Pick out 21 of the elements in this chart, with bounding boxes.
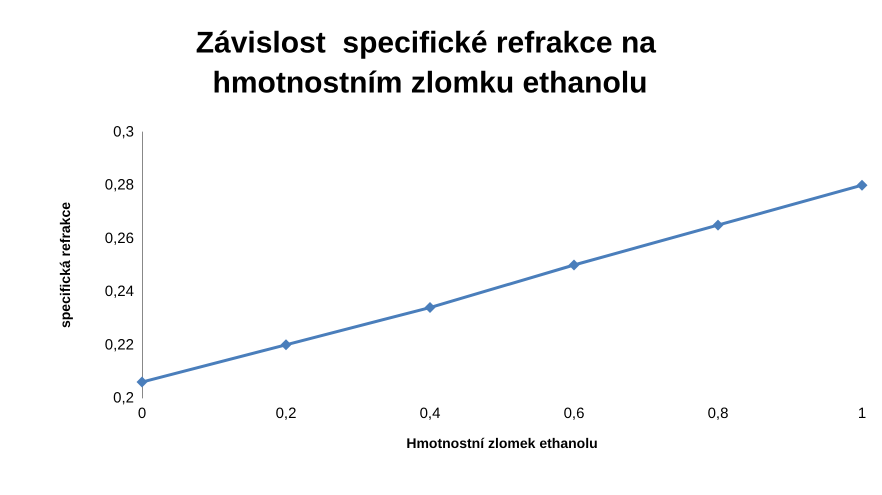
y-tick-label: 0,22 bbox=[104, 336, 134, 354]
point bbox=[568, 260, 580, 270]
x-tick-label: 1 bbox=[858, 405, 866, 422]
chart-title: Závislost specifické refrakce na hmotnostním zlomku ethanolu bbox=[196, 26, 664, 100]
point bbox=[424, 302, 436, 314]
y-tick-label: 0,2 bbox=[113, 390, 134, 406]
y-tick-label: 0,26 bbox=[104, 230, 134, 247]
point bbox=[856, 180, 868, 191]
point bbox=[712, 220, 724, 231]
y-tick-label: 0,24 bbox=[104, 283, 134, 300]
point bbox=[136, 376, 148, 388]
y-tick-label: 0,3 bbox=[113, 124, 134, 140]
x-tick-label: 0,8 bbox=[708, 405, 728, 422]
x-tick-label: 0 bbox=[138, 405, 146, 422]
point bbox=[280, 339, 292, 350]
x-tick-label: 0,6 bbox=[564, 405, 584, 422]
y-axis-title: specifická refrakce bbox=[57, 202, 73, 328]
x-tick-label: 0,2 bbox=[276, 405, 296, 422]
x-axis-title: Hmotnostní zlomek ethanolu bbox=[406, 435, 598, 451]
y-tick-label: 0,28 bbox=[104, 176, 134, 194]
x-tick-label: 0,4 bbox=[420, 405, 440, 422]
